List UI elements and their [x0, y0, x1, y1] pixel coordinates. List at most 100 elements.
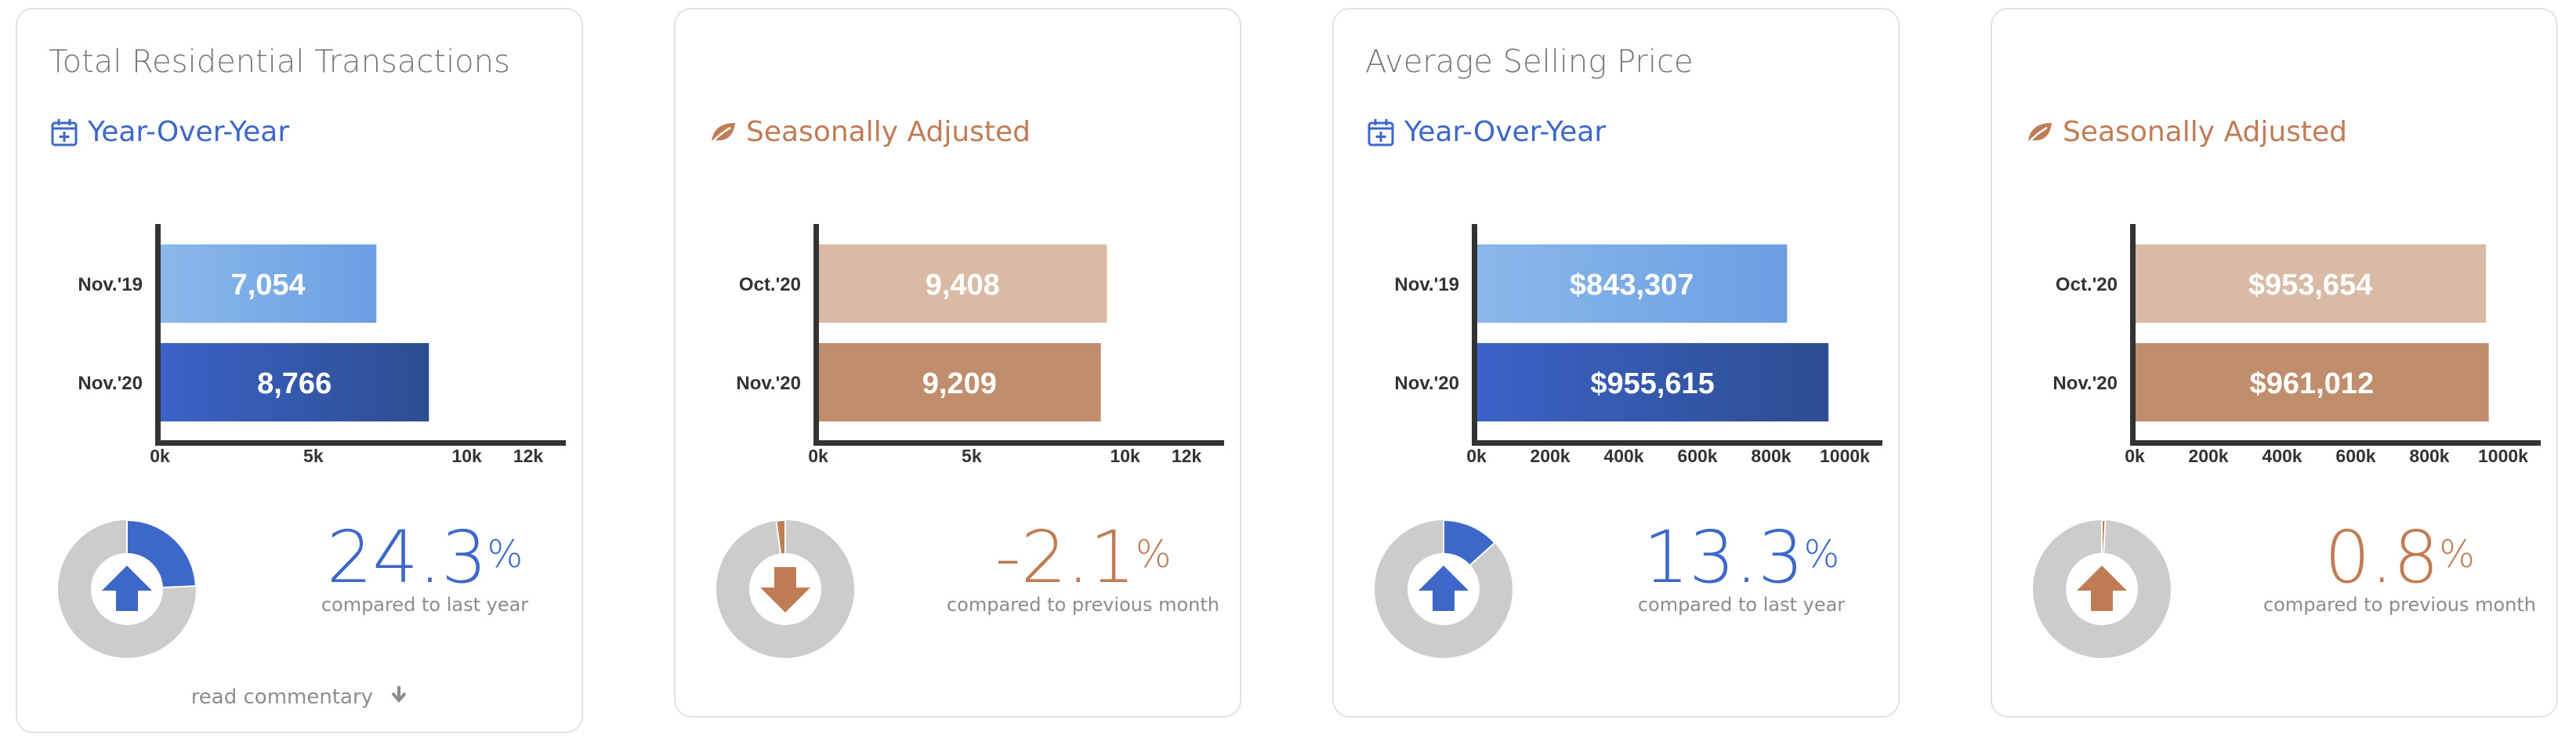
bar [818, 244, 1107, 323]
bar-chart: 7,054 Nov.'19 8,766 Nov.'20 0k 5k 10k 12k [78, 224, 566, 466]
card-subtitle-label: Year-Over-Year [1404, 116, 1607, 148]
card-subtitle-label: Seasonally Adjusted [746, 116, 1031, 148]
bar-value-label: 9,408 [926, 269, 1000, 302]
category-label: Nov.'19 [78, 274, 143, 295]
change-value: 24.3% [326, 515, 524, 599]
x-tick-label: 0k [808, 446, 828, 466]
x-axis [155, 440, 566, 446]
card-title: Total Residential Transactions [49, 44, 510, 80]
card-subtitle: Year-Over-Year [49, 116, 289, 148]
x-tick-label: 600k [1677, 446, 1717, 466]
arrow-up-icon [102, 566, 152, 611]
x-tick-label: 5k [303, 446, 324, 466]
category-label: Nov.'20 [736, 373, 801, 394]
read-commentary-label: read commentary [190, 685, 374, 709]
card-subtitle-label: Seasonally Adjusted [2063, 116, 2348, 148]
leaf-icon [2026, 122, 2052, 146]
bar [2135, 343, 2489, 421]
change-unit: % [1803, 533, 1840, 577]
x-tick-label: 1000k [2478, 446, 2528, 466]
bar [1476, 244, 1788, 323]
bar-chart: 9,408 Oct.'20 9,209 Nov.'20 0k 5k 10k 12k [736, 224, 1224, 466]
change-summary: -2.1% compared to previous month [942, 519, 1224, 616]
card-subtitle: Year-Over-Year [1365, 116, 1606, 148]
x-tick-label: 10k [451, 446, 482, 466]
x-tick-label: 12k [1172, 446, 1202, 466]
arrow-down-icon [390, 685, 408, 709]
bar-value-label: $843,307 [1570, 269, 1694, 302]
x-axis [2130, 440, 2541, 446]
y-axis [813, 224, 819, 445]
category-label: Oct.'20 [2056, 274, 2118, 295]
bar-value-label: $953,654 [2248, 269, 2373, 302]
x-tick-label: 200k [1530, 446, 1570, 466]
arrow-up-icon [1418, 566, 1469, 611]
x-tick-label: 400k [1603, 446, 1643, 466]
category-label: Oct.'20 [739, 274, 801, 295]
bar [818, 343, 1101, 421]
change-donut [2033, 519, 2171, 658]
x-tick-label: 800k [1751, 446, 1791, 466]
bar [1476, 343, 1829, 421]
card-total-transactions-seasonal: Seasonally Adjusted 9,408 Oct.'20 9,209 Nov… [674, 8, 1241, 718]
x-axis [1472, 440, 1882, 446]
x-tick-label: 200k [2188, 446, 2228, 466]
category-label: Nov.'20 [1394, 373, 1459, 394]
x-tick-label: 600k [2335, 446, 2375, 466]
x-tick-label: 800k [2409, 446, 2449, 466]
x-axis [813, 440, 1224, 446]
x-tick-label: 400k [2262, 446, 2302, 466]
bar-value-label: $961,012 [2250, 367, 2375, 400]
change-unit: % [1135, 533, 1172, 577]
card-subtitle-label: Year-Over-Year [88, 116, 290, 148]
x-tick-label: 10k [1110, 446, 1140, 466]
x-tick-label: 12k [513, 446, 544, 466]
card-average-price-yoy: Average Selling Price Year-Over-Year $84… [1332, 8, 1900, 718]
x-tick-label: 0k [150, 446, 170, 466]
y-axis [2130, 224, 2136, 445]
x-tick-label: 0k [1466, 446, 1487, 466]
x-tick-label: 1000k [1820, 446, 1870, 466]
change-value: -2.1% [995, 515, 1172, 599]
change-value: 0.8% [2324, 515, 2475, 599]
change-donut [1375, 519, 1513, 658]
change-summary: 0.8% compared to previous month [2259, 519, 2541, 616]
change-value: 13.3% [1643, 515, 1840, 599]
bar-value-label: 8,766 [257, 367, 332, 400]
calendar-plus-icon [51, 118, 78, 146]
x-tick-label: 0k [2125, 446, 2145, 466]
card-title: Average Selling Price [1365, 44, 1694, 80]
card-average-price-seasonal: Seasonally Adjusted $953,654 Oct.'20 $961,… [1991, 8, 2558, 718]
bar [160, 244, 377, 323]
change-caption: compared to last year [1637, 594, 1846, 616]
category-label: Nov.'19 [1394, 274, 1459, 295]
bar-value-label: $955,615 [1590, 367, 1715, 400]
arrow-up-icon [2077, 566, 2127, 611]
card-subtitle: Seasonally Adjusted [707, 116, 1031, 148]
bar-value-label: 7,054 [231, 269, 306, 302]
calendar-plus-icon [1368, 118, 1394, 146]
category-label: Nov.'20 [2052, 373, 2118, 394]
bar-chart: $843,307 Nov.'19 $955,615 Nov.'20 0k 200k 400k… [1394, 224, 1882, 466]
change-caption: compared to previous month [2263, 594, 2537, 616]
bar-value-label: 9,209 [922, 367, 997, 400]
change-caption: compared to last year [321, 594, 529, 616]
bar [160, 343, 429, 421]
x-tick-label: 5k [962, 446, 982, 466]
bar-chart: $953,654 Oct.'20 $961,012 Nov.'20 0k 200k 400k… [2052, 224, 2541, 466]
y-axis [1472, 224, 1477, 445]
change-donut [58, 519, 197, 658]
bar [2135, 244, 2487, 323]
change-summary: 24.3% compared to last year [284, 519, 566, 616]
change-summary: 13.3% compared to last year [1600, 519, 1882, 616]
leaf-icon [709, 122, 735, 146]
arrow-down-icon [760, 567, 810, 613]
card-subtitle: Seasonally Adjusted [2023, 116, 2347, 148]
change-caption: compared to previous month [946, 594, 1220, 616]
read-commentary-link[interactable]: read commentary [17, 685, 582, 709]
card-total-transactions-yoy: Total Residential Transactions Year-Over… [16, 8, 583, 733]
change-donut [716, 519, 854, 658]
y-axis [155, 224, 161, 445]
category-label: Nov.'20 [78, 373, 143, 394]
change-unit: % [2439, 533, 2475, 577]
